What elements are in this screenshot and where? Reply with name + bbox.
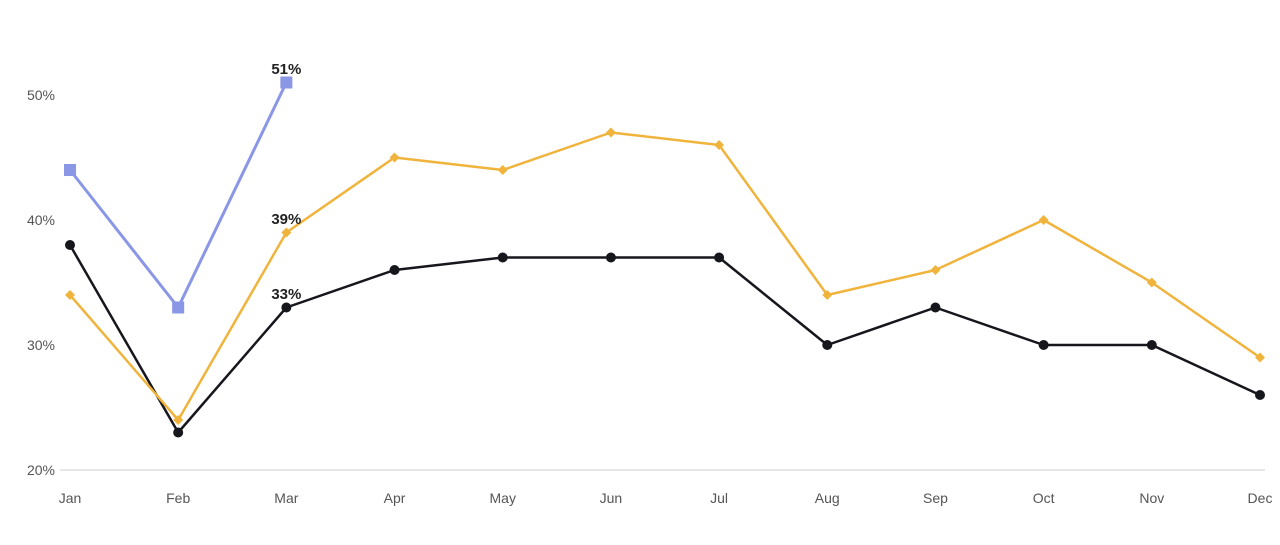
series-marker-series-yellow — [606, 128, 616, 138]
x-axis-category-label: Oct — [1033, 490, 1055, 506]
series-marker-series-yellow — [498, 165, 508, 175]
y-axis-tick-label: 40% — [27, 212, 55, 228]
x-axis-category-label: Jun — [600, 490, 623, 506]
x-axis-category-label: Dec — [1248, 490, 1273, 506]
x-axis-category-label: Aug — [815, 490, 840, 506]
x-axis-category-label: Mar — [274, 490, 298, 506]
series-marker-series-black — [714, 253, 724, 263]
series-marker-series-black — [1039, 340, 1049, 350]
x-axis-category-label: May — [489, 490, 515, 506]
series-marker-series-blue — [64, 164, 76, 176]
series-marker-series-yellow — [930, 265, 940, 275]
series-marker-series-black — [1147, 340, 1157, 350]
series-line-series-blue — [70, 83, 286, 308]
y-axis-tick-label: 50% — [27, 87, 55, 103]
series-marker-series-blue — [172, 302, 184, 314]
x-axis-category-label: Feb — [166, 490, 190, 506]
series-marker-series-black — [173, 428, 183, 438]
series-marker-series-black — [498, 253, 508, 263]
chart-data-label: 39% — [271, 211, 301, 228]
chart-data-label: 33% — [271, 286, 301, 303]
series-line-series-yellow — [70, 133, 1260, 421]
x-axis-category-label: Jan — [59, 490, 82, 506]
series-marker-series-black — [281, 303, 291, 313]
series-marker-series-black — [65, 240, 75, 250]
y-axis-tick-label: 30% — [27, 337, 55, 353]
series-marker-series-black — [930, 303, 940, 313]
series-marker-series-black — [606, 253, 616, 263]
x-axis-category-label: Nov — [1139, 490, 1164, 506]
series-marker-series-blue — [280, 77, 292, 89]
series-marker-series-black — [822, 340, 832, 350]
chart-svg — [0, 0, 1280, 545]
line-chart: 20%30%40%50%60%JanFebMarAprMayJunJulAugS… — [0, 0, 1280, 545]
series-marker-series-black — [390, 265, 400, 275]
series-marker-series-black — [1255, 390, 1265, 400]
chart-data-label: 51% — [271, 61, 301, 78]
series-line-series-black — [70, 245, 1260, 433]
y-axis-tick-label: 20% — [27, 462, 55, 478]
x-axis-category-label: Sep — [923, 490, 948, 506]
x-axis-category-label: Apr — [384, 490, 406, 506]
series-marker-series-yellow — [1039, 215, 1049, 225]
x-axis-category-label: Jul — [710, 490, 728, 506]
